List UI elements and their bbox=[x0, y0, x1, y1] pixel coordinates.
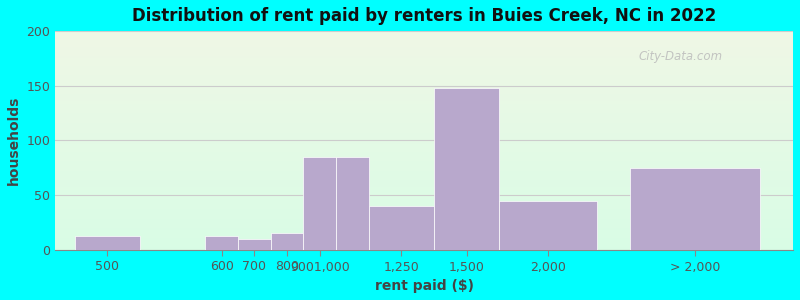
Bar bbox=[336, 157, 369, 250]
Bar bbox=[630, 168, 761, 250]
Bar bbox=[369, 206, 434, 250]
Bar bbox=[303, 157, 336, 250]
Bar bbox=[270, 232, 303, 250]
Bar bbox=[499, 201, 597, 250]
Y-axis label: households: households bbox=[7, 96, 21, 185]
Text: City-Data.com: City-Data.com bbox=[638, 50, 722, 63]
X-axis label: rent paid ($): rent paid ($) bbox=[374, 279, 474, 293]
Bar bbox=[75, 236, 140, 250]
Title: Distribution of rent paid by renters in Buies Creek, NC in 2022: Distribution of rent paid by renters in … bbox=[132, 7, 716, 25]
Bar bbox=[434, 88, 499, 250]
Bar bbox=[238, 239, 270, 250]
Bar bbox=[206, 236, 238, 250]
